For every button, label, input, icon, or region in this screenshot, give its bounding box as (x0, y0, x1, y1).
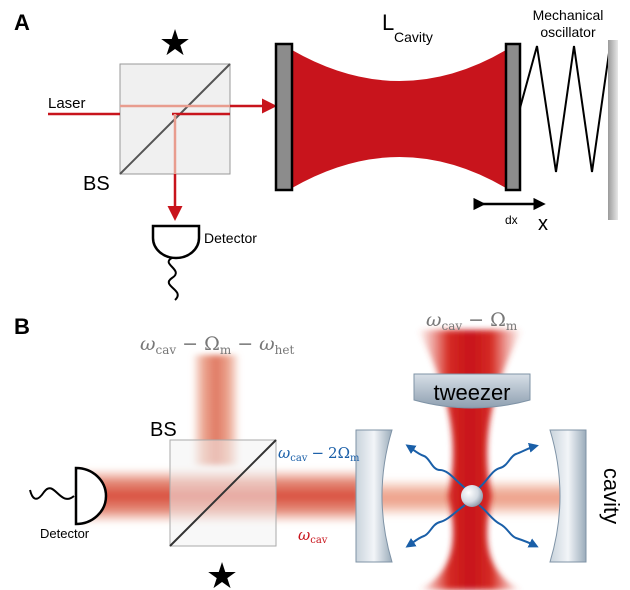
freq-label-stokes: ωcav −2Ωm (278, 444, 360, 464)
cavity-label: cavity (599, 468, 624, 524)
detector-cable (167, 257, 179, 301)
panel-a: A ★ BS Laser Detector L Cavity Mechanica… (14, 7, 618, 301)
tweezer-lens (413, 373, 531, 409)
panel-b: B BS ★ Detector cavity tweezer (14, 309, 624, 590)
tweezer-beam (418, 330, 522, 590)
detector-cable-b (29, 487, 75, 500)
spring (519, 45, 611, 173)
star-icon: ★ (159, 23, 191, 63)
mechanical-oscillator-label-line2: oscillator (540, 24, 596, 40)
star-icon-b: ★ (206, 556, 238, 590)
detector-label-b: Detector (40, 526, 90, 541)
freq-label-heterodyne: ωcav − Ωm − ωhet (140, 333, 294, 357)
scatter-arrow-down-right (478, 504, 539, 548)
laser-label: Laser (48, 95, 86, 112)
fixed-wall (608, 40, 618, 220)
cavity-mode (292, 50, 506, 188)
beam-splitter-diagonal-b (169, 439, 277, 547)
panel-a-label: A (14, 10, 30, 35)
bs-label-b: BS (150, 419, 177, 441)
cavity-mirror-left (355, 429, 393, 563)
bs-label: BS (83, 173, 110, 195)
detector-icon-b (74, 466, 108, 526)
scatter-arrow-up-left (405, 444, 466, 489)
mechanical-oscillator-label-line1: Mechanical (533, 7, 604, 23)
scatter-arrow-up-right (478, 442, 539, 489)
detector-icon (151, 224, 201, 260)
levitated-particle (461, 485, 483, 507)
scattering-arrows (405, 442, 539, 548)
freq-label-cavity: ωcav (298, 526, 328, 546)
detector-label: Detector (204, 230, 257, 246)
cavity-mirror-right (549, 429, 587, 563)
scatter-arrow-down-left (405, 504, 466, 548)
end-mirror (504, 42, 522, 192)
cavity-length-symbol: L (382, 10, 394, 35)
freq-label-tweezer: ωcav − Ωm (426, 309, 518, 333)
tweezer-label: tweezer (433, 380, 510, 405)
dx-label: dx (505, 213, 518, 227)
input-mirror (274, 42, 294, 192)
x-label: x (538, 213, 548, 235)
cavity-length-subscript: Cavity (394, 29, 433, 45)
panel-b-label: B (14, 314, 30, 339)
